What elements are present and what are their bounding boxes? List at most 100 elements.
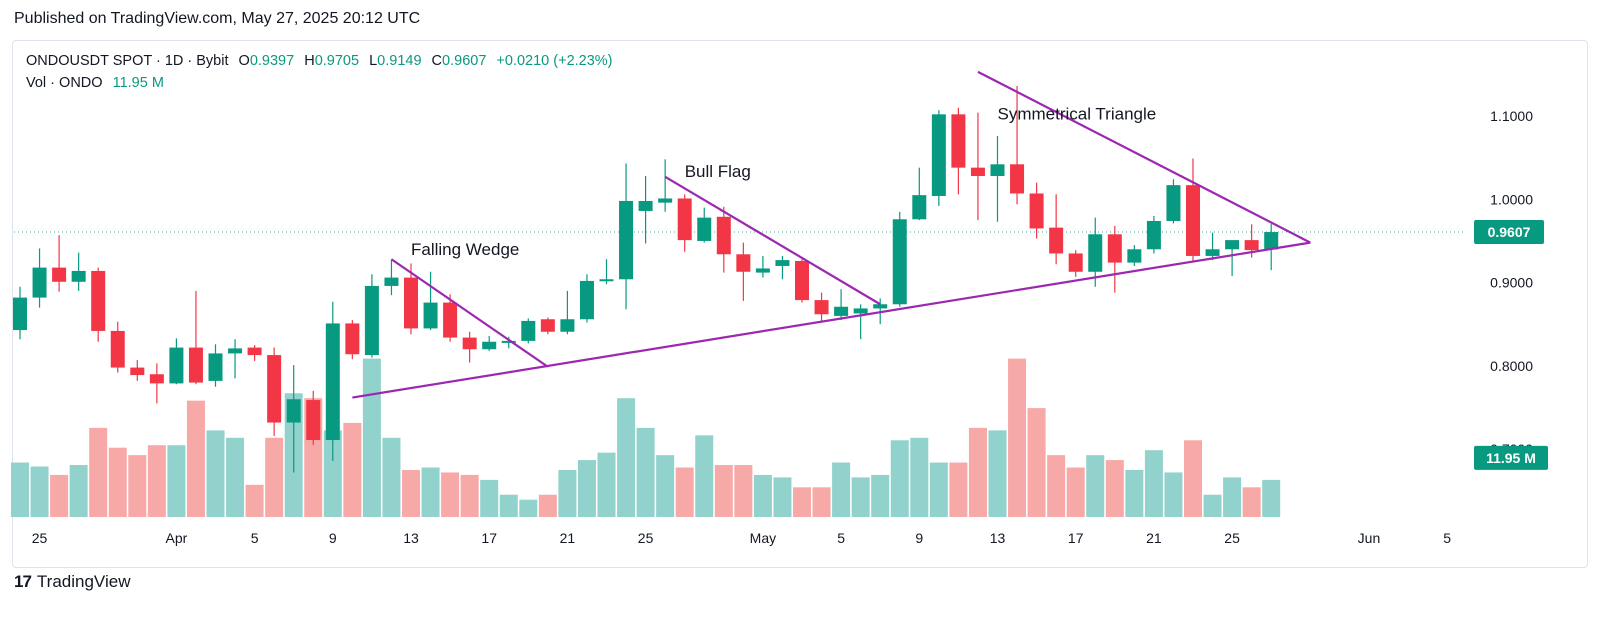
volume-bar — [441, 472, 460, 517]
volume-bar — [1144, 450, 1163, 517]
y-tick-label: 1.1000 — [1490, 108, 1533, 124]
volume-bar — [519, 499, 538, 517]
volume-layer — [11, 358, 1281, 517]
candle-body — [521, 320, 536, 341]
y-tick-label: 0.8000 — [1490, 358, 1533, 374]
volume-bar — [793, 487, 811, 517]
volume-bar — [323, 430, 342, 517]
volume-label[interactable]: Vol · ONDO — [26, 75, 103, 91]
x-tick-label: 21 — [560, 530, 576, 546]
volume-bar — [499, 494, 518, 517]
volume-bar — [460, 474, 479, 517]
symbol-label[interactable]: ONDOUSDT SPOT · 1D · Bybit — [26, 53, 229, 69]
tradingview-logo-icon[interactable]: 17 — [14, 572, 32, 591]
candle-body — [325, 323, 340, 441]
volume-bar — [890, 440, 909, 517]
price-tags: 0.9607 11.95 M — [1474, 220, 1548, 470]
volume-bar — [851, 477, 870, 517]
candle-body — [716, 216, 731, 255]
x-tick-label: 9 — [915, 530, 923, 546]
candle-body — [1264, 232, 1279, 250]
volume-bar — [753, 474, 772, 517]
candle-body — [931, 114, 946, 196]
volume-bar — [362, 358, 381, 517]
support-line — [352, 241, 1311, 399]
volume-bar — [69, 465, 88, 517]
candle-body — [1010, 164, 1025, 194]
candle-body — [306, 400, 321, 441]
candle-body — [1068, 253, 1083, 272]
volume-bar — [636, 427, 655, 517]
candle-body — [795, 260, 809, 301]
published-note: Published on TradingView.com, May 27, 20… — [14, 10, 421, 27]
candle-body — [736, 254, 751, 272]
x-tick-label: 25 — [638, 530, 654, 546]
x-tick-label: 5 — [837, 530, 845, 546]
volume-bar — [108, 447, 127, 517]
volume-bar — [402, 469, 420, 517]
candle-body — [1146, 220, 1161, 250]
candle-body — [1107, 234, 1122, 263]
annotation-label: Falling Wedge — [411, 240, 519, 259]
candle-body — [834, 306, 849, 316]
volume-bar — [1047, 455, 1066, 517]
triangle-upper-line — [977, 70, 1311, 244]
candle-body — [755, 268, 770, 273]
x-tick-label: 13 — [403, 530, 419, 546]
candle-body — [188, 347, 203, 383]
candle-body — [540, 319, 555, 332]
close-value: 0.9607 — [442, 53, 487, 69]
volume-bar — [343, 422, 362, 517]
candle-body — [228, 348, 243, 354]
volume-bar — [558, 469, 577, 517]
volume-bar — [949, 462, 968, 517]
annotation-layer: Falling Wedge Bull Flag Symmetrical Triang… — [411, 104, 1156, 259]
x-tick-label: Apr — [166, 530, 188, 546]
x-tick-label: 17 — [481, 530, 497, 546]
candle-body — [423, 302, 438, 329]
low-label: L — [369, 53, 378, 69]
candle-body — [267, 355, 282, 423]
x-tick-label: 13 — [990, 530, 1006, 546]
volume-bar — [265, 437, 284, 517]
candle-body — [286, 399, 301, 423]
candle-body — [169, 347, 184, 384]
annotation-label: Bull Flag — [685, 162, 751, 181]
x-tick-label: 21 — [1146, 530, 1162, 546]
candle-body — [71, 270, 86, 282]
volume-bar — [617, 398, 636, 517]
volume-bar — [1164, 472, 1183, 517]
x-tick-label: Jun — [1358, 530, 1381, 546]
volume-bar — [1008, 358, 1027, 517]
candle-body — [853, 308, 868, 314]
high-value: 0.9705 — [314, 53, 360, 69]
y-tick-label: 0.9000 — [1490, 275, 1533, 291]
volume-bar — [988, 430, 1007, 517]
candle-body — [1244, 240, 1259, 251]
volume-bar — [1027, 408, 1046, 517]
candle-body — [970, 167, 985, 176]
candle-body — [130, 367, 145, 376]
bull-flag-line — [664, 175, 881, 306]
volume-bar — [50, 474, 69, 517]
candle-body — [404, 277, 418, 329]
candle-body — [1205, 249, 1220, 256]
volume-bar — [695, 435, 714, 517]
candle-body — [677, 198, 692, 241]
volume-bar — [1086, 455, 1105, 517]
volume-bar — [1184, 440, 1202, 517]
candle-body — [482, 341, 497, 350]
volume-bar — [147, 445, 166, 517]
last-volume-tag-label: 11.95 M — [1486, 450, 1536, 466]
brand-name[interactable]: TradingView — [36, 572, 131, 591]
candle-body — [775, 260, 790, 266]
volume-bar — [968, 427, 987, 517]
candle-body — [1029, 193, 1044, 229]
candle-body — [892, 219, 907, 305]
candle-body — [13, 297, 27, 331]
close-label: C — [431, 53, 443, 69]
volume-bar — [734, 465, 753, 517]
x-tick-label: 5 — [251, 530, 259, 546]
